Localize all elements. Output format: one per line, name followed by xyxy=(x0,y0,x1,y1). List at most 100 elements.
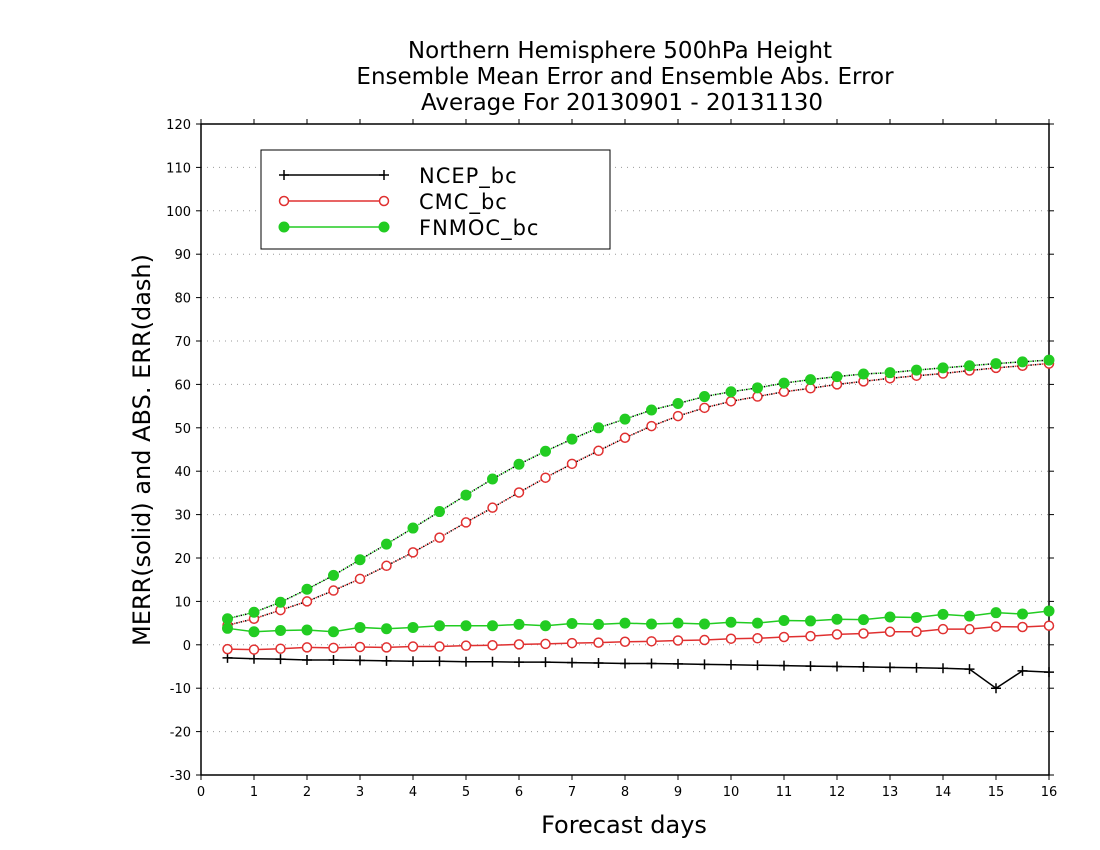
merr-point xyxy=(911,662,922,673)
abs-err-point xyxy=(725,386,737,398)
merr-point xyxy=(885,662,895,673)
abs-err-point xyxy=(1017,356,1028,368)
merr-point xyxy=(540,620,551,632)
merr-point xyxy=(487,639,498,651)
merr-line xyxy=(227,610,1050,633)
chart-title-line-3: Average For 20130901 - 20131130 xyxy=(421,90,823,116)
merr-point xyxy=(222,652,233,663)
merr-point xyxy=(805,630,816,642)
abs-err-point xyxy=(301,583,313,595)
merr-point xyxy=(354,641,366,653)
y-tick-label: 70 xyxy=(174,335,191,350)
abs-err-point xyxy=(884,367,896,379)
abs-err-point xyxy=(858,368,869,380)
merr-point xyxy=(779,660,789,671)
y-tick-label: -20 xyxy=(170,726,191,741)
abs-err-point xyxy=(407,522,419,534)
abs-err-line xyxy=(227,362,1050,626)
merr-point xyxy=(407,621,419,633)
x-tick-label: 3 xyxy=(356,785,364,800)
legend-label: CMC_bc xyxy=(419,190,508,215)
merr-point xyxy=(566,637,578,649)
abs-err-point xyxy=(964,360,975,372)
merr-point xyxy=(275,643,286,654)
y-tick-label: 90 xyxy=(174,248,191,263)
merr-point xyxy=(858,614,869,626)
x-axis: 0 1 2 3 4 5 6 7 8 9 10 11 12 13 14 15 16 xyxy=(197,119,1057,800)
abs-err-point xyxy=(566,458,578,470)
merr-point xyxy=(460,620,472,632)
legend-swatch-marker xyxy=(378,221,390,233)
merr-point xyxy=(301,642,313,653)
merr-point xyxy=(620,658,630,669)
merr-point xyxy=(937,623,949,635)
merr-point xyxy=(778,614,790,626)
merr-point xyxy=(752,617,763,629)
merr-point xyxy=(593,637,604,648)
merr-point xyxy=(964,664,975,675)
merr-point xyxy=(884,611,896,623)
merr-point xyxy=(302,654,312,665)
abs-err-point xyxy=(381,560,392,572)
abs-err-point xyxy=(434,506,445,518)
abs-err-point xyxy=(566,433,578,445)
merr-point xyxy=(354,621,366,633)
merr-point xyxy=(460,640,472,651)
merr-point xyxy=(805,661,816,672)
y-tick-label: 100 xyxy=(166,205,191,220)
abs-err-point xyxy=(248,606,260,618)
abs-err-point xyxy=(619,432,631,444)
merr-point xyxy=(990,607,1002,619)
abs-err-point xyxy=(699,402,710,414)
series-ncep-bc xyxy=(222,652,1054,694)
chart-title-line-1: Northern Hemisphere 500hPa Height xyxy=(408,38,832,64)
abs-err-point xyxy=(275,596,286,608)
abs-err-point xyxy=(460,489,472,501)
legend-swatch-marker xyxy=(379,170,389,180)
x-tick-label: 15 xyxy=(988,785,1005,800)
y-tick-label: 20 xyxy=(174,552,191,567)
merr-point xyxy=(832,661,842,672)
legend-swatch-marker xyxy=(378,195,390,207)
x-tick-label: 6 xyxy=(515,785,523,800)
y-tick-label: 120 xyxy=(166,118,191,133)
x-tick-label: 0 xyxy=(197,785,205,800)
merr-point xyxy=(540,657,551,668)
merr-point xyxy=(301,624,313,636)
merr-point xyxy=(381,623,392,635)
merr-point xyxy=(514,657,524,668)
merr-point xyxy=(593,658,604,669)
merr-point xyxy=(222,643,233,655)
merr-point xyxy=(778,631,790,643)
abs-err-point xyxy=(487,473,498,485)
abs-err-point xyxy=(778,386,790,398)
abs-err-underlay-line xyxy=(227,359,1050,620)
merr-point xyxy=(646,636,657,647)
abs-err-point xyxy=(460,517,472,528)
merr-point xyxy=(725,616,737,628)
abs-err-point xyxy=(672,410,684,422)
merr-point xyxy=(911,626,922,638)
merr-point xyxy=(937,608,949,620)
abs-err-point xyxy=(513,487,525,498)
abs-err-point xyxy=(646,420,657,432)
merr-point xyxy=(513,618,525,630)
merr-point xyxy=(858,661,869,672)
abs-err-point xyxy=(593,422,604,434)
merr-point xyxy=(858,628,869,639)
merr-point xyxy=(725,633,737,644)
merr-point xyxy=(831,629,843,640)
abs-err-point xyxy=(381,538,392,550)
merr-point xyxy=(619,636,631,648)
merr-point xyxy=(991,683,1001,694)
abs-err-point xyxy=(407,547,419,558)
abs-err-point xyxy=(805,383,816,394)
merr-point xyxy=(487,620,498,632)
y-tick-label: 10 xyxy=(174,595,191,610)
abs-err-point xyxy=(619,413,631,425)
abs-err-underlay-line xyxy=(227,362,1050,626)
legend-swatch-marker xyxy=(278,195,290,207)
merr-point xyxy=(752,633,763,644)
merr-point xyxy=(990,621,1002,632)
